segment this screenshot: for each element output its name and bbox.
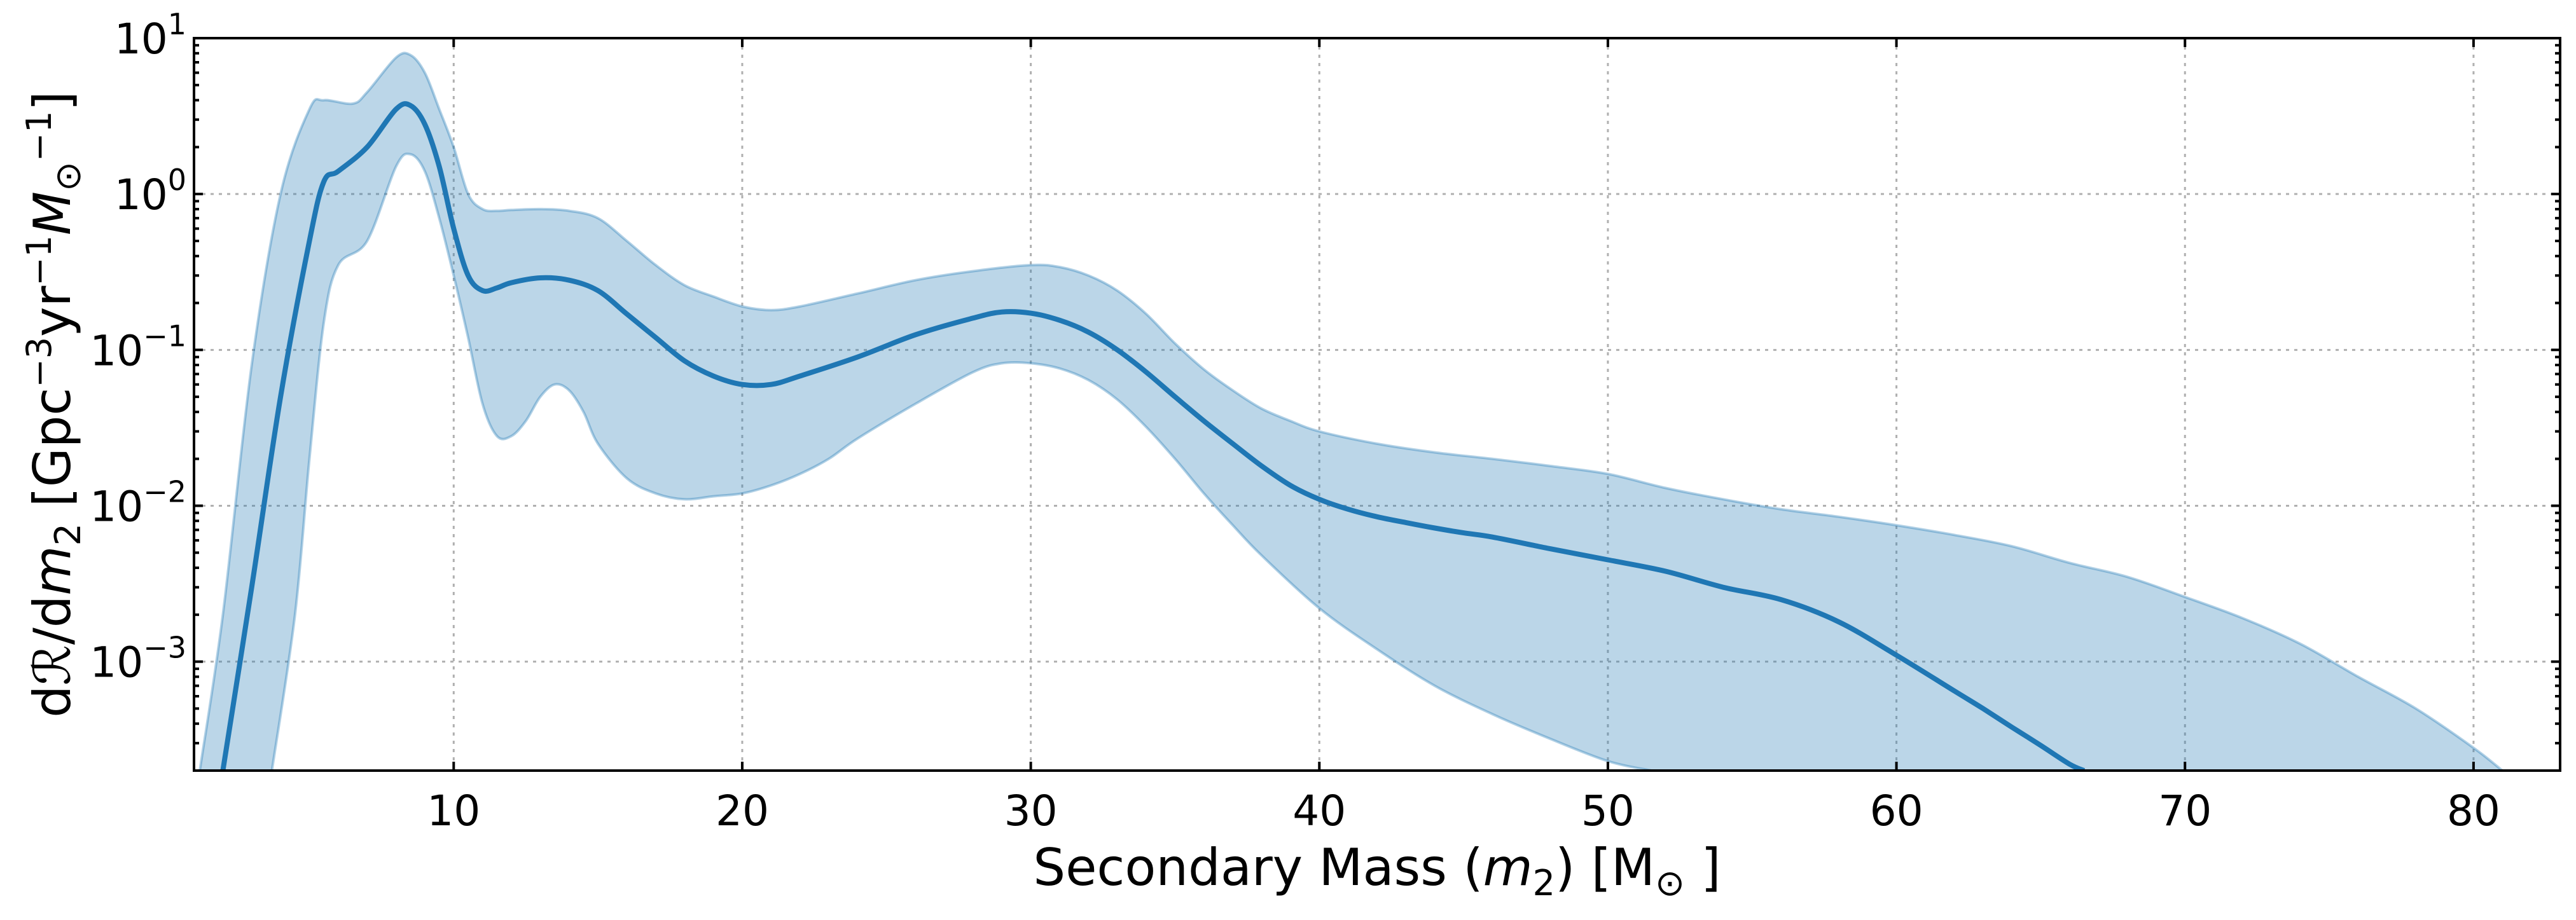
axis-ticks (194, 37, 2560, 772)
y-tick-labels: 101 100 10−1 10−2 10−3 (90, 7, 186, 687)
x-tick-label: 10 (427, 786, 480, 835)
x-tick-label: 30 (1004, 786, 1058, 835)
x-tick-label: 50 (1581, 786, 1635, 835)
y-tick-label: 10−1 (90, 319, 186, 375)
x-tick-label: 60 (1870, 786, 1923, 835)
x-axis-label: Secondary Mass (m2) [M⊙ ] (1033, 838, 1721, 904)
y-tick-label: 10−2 (90, 474, 186, 531)
x-tick-label: 70 (2158, 786, 2212, 835)
x-tick-label: 80 (2447, 786, 2500, 835)
plot-area (198, 51, 2505, 771)
x-tick-label: 20 (716, 786, 769, 835)
y-axis-label: dℛ/dm2 [Gpc−3yr−1M⊙−1] (19, 91, 89, 718)
x-tick-label: 40 (1292, 786, 1346, 835)
y-tick-label: 100 (114, 163, 186, 219)
y-tick-label: 10−3 (90, 631, 186, 687)
median-line (220, 101, 2086, 771)
plot-frame (193, 37, 2561, 772)
credible-band (198, 51, 2505, 771)
x-tick-labels: 10 20 30 40 50 60 70 80 (427, 786, 2500, 835)
y-tick-label: 101 (114, 7, 186, 64)
